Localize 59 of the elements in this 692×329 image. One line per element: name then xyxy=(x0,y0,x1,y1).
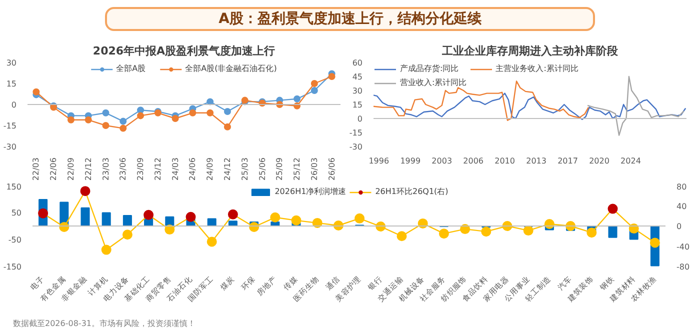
x-tick-label: 24/12 xyxy=(222,157,232,181)
x-tick-label: 22/09 xyxy=(66,157,76,181)
x-tick-label: 1999 xyxy=(400,156,421,166)
legend-label: 全部A股 xyxy=(116,63,147,74)
y2-tick-label: -40 xyxy=(676,242,690,252)
y-tick-label: -50 xyxy=(8,236,22,244)
y2-tick-label: 0 xyxy=(676,222,682,231)
y2-tick-label: 80 xyxy=(676,182,687,192)
y-tick-label: 15 xyxy=(6,80,17,88)
x-tick-label: 22/03 xyxy=(32,157,41,181)
y-tick-label: 50 xyxy=(11,208,22,218)
y2-tick-label: 40 xyxy=(676,202,687,211)
y2-tick-label: -80 xyxy=(676,262,690,272)
y-tick-label: -30 xyxy=(3,142,17,152)
x-tick-label: 26/03 xyxy=(310,157,319,181)
x-tick-label: 2006 xyxy=(463,156,484,166)
legend-label: 营业收入:累计同比 xyxy=(400,77,467,88)
x-tick-label: 23/12 xyxy=(153,157,162,181)
legend-label: 2026H1净利润增速 xyxy=(274,186,346,197)
x-tick-label: 2024 xyxy=(620,156,641,166)
x-tick-label: 25/12 xyxy=(292,157,302,181)
x-tick-label: 22/06 xyxy=(49,157,58,181)
y-tick-label: -15 xyxy=(3,122,17,130)
legend-label: 全部A股(非金融石油石化) xyxy=(185,63,277,74)
x-tick-label: 2020 xyxy=(589,156,610,166)
x-tick-label: 23/09 xyxy=(136,157,146,181)
y-tick-label: -150 xyxy=(3,262,22,272)
x-tick-label: 22/12 xyxy=(84,157,93,181)
x-tick-label: 1996 xyxy=(368,156,390,166)
x-tick-label: 25/03 xyxy=(240,157,250,181)
x-tick-label: 25/09 xyxy=(275,157,284,181)
chart-title: 工业企业库存周期进入主动补库阶段 xyxy=(441,44,619,58)
x-tick-label: 24/09 xyxy=(206,157,215,181)
chart-title: 2026年中报A股盈利景气度加速上行 xyxy=(92,44,276,58)
legend-label: 26H1环比26Q1(右) xyxy=(375,186,448,197)
y-tick-label: 30 xyxy=(352,86,363,96)
y-tick-label: 60 xyxy=(352,58,363,68)
y-tick-label: -15 xyxy=(349,128,363,138)
x-tick-label: 2013 xyxy=(526,156,546,166)
x-tick-label: 2017 xyxy=(558,156,578,166)
legend-label: 主营业务收入:累计同比 xyxy=(496,63,578,74)
y-tick-label: 0 xyxy=(357,114,363,124)
x-tick-label: 2010 xyxy=(494,156,515,166)
text: A股：盈利景气度加速上行，结构分化延续 xyxy=(105,7,595,31)
x-tick-label: 2003 xyxy=(432,156,452,166)
y-tick-label: 15 xyxy=(352,100,363,110)
y-tick-label: -30 xyxy=(349,142,363,152)
x-tick-label: 24/06 xyxy=(188,157,198,181)
y-tick-label: 150 xyxy=(6,182,22,192)
x-tick-label: 23/06 xyxy=(118,157,128,181)
x-tick-label: 25/06 xyxy=(258,157,267,181)
x-tick-label: 23/03 xyxy=(101,157,110,181)
y-tick-label: 0 xyxy=(11,100,17,110)
text: 数据截至2026-08-31。市场有风险，投资须谨慎！ xyxy=(12,318,196,329)
y-tick-label: 30 xyxy=(6,58,17,68)
y-tick-label: 45 xyxy=(352,72,363,82)
legend-label: 产成品存货:同比 xyxy=(400,63,459,74)
x-tick-label: 24/03 xyxy=(170,157,180,181)
x-tick-label: 26/06 xyxy=(327,157,336,181)
